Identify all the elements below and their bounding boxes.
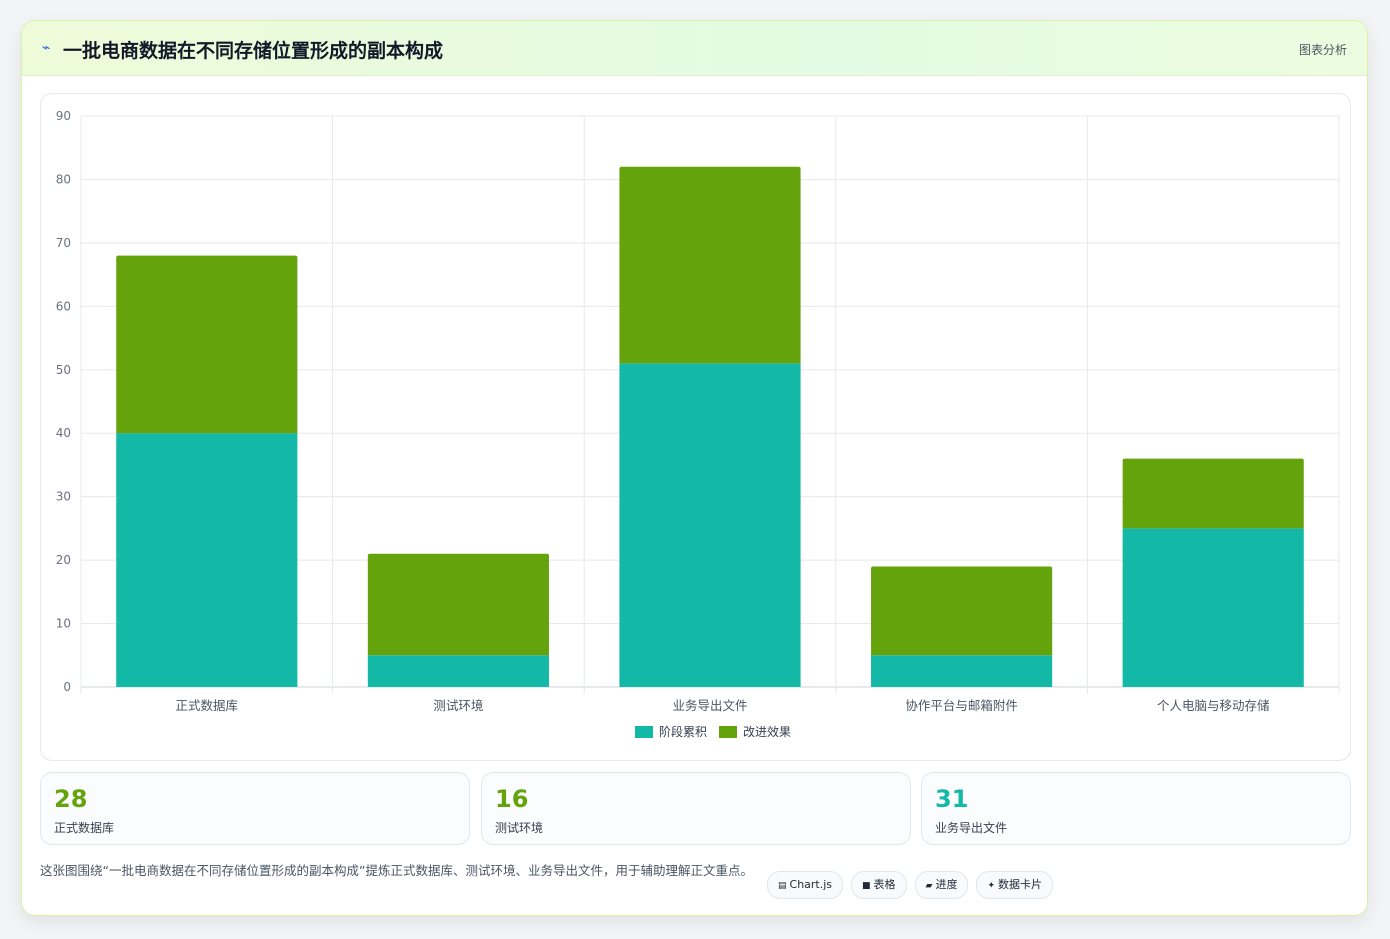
bar-segment — [367, 553, 549, 656]
y-tick-label: 50 — [56, 363, 71, 377]
chart-icon: ▤ — [778, 881, 787, 891]
y-tick-label: 30 — [56, 490, 71, 504]
stat-value: 16 — [495, 785, 529, 813]
chip-progress[interactable]: ▰ 进度 — [914, 871, 969, 899]
bar-segment — [871, 655, 1053, 687]
x-tick-label: 个人电脑与移动存储 — [1157, 698, 1270, 713]
x-tick-label: 协作平台与邮箱附件 — [905, 698, 1018, 713]
x-tick-label: 业务导出文件 — [672, 698, 747, 713]
chip-table[interactable]: ■ 表格 — [851, 871, 907, 899]
y-tick-label: 10 — [56, 617, 71, 631]
stat-card: 31 业务导出文件 — [921, 772, 1351, 845]
bar-segment — [619, 166, 801, 364]
card-icon: ✦ — [987, 881, 996, 891]
y-tick-label: 90 — [56, 109, 71, 123]
chip-label: Chart.js — [789, 878, 833, 891]
header-tag: 图表分析 — [1298, 43, 1347, 57]
chip-label: 表格 — [873, 878, 896, 891]
chip-chartjs[interactable]: ▤ Chart.js — [767, 871, 844, 899]
chart-panel: 0 10 20 30 40 50 60 70 80 90 正式数据库 测试环境 业务导出文件 协作平台与邮… — [40, 93, 1351, 761]
x-tick-label: 测试环境 — [433, 698, 483, 713]
chip-row: ▤ Chart.js ■ 表格 ▰ 进度 ✦ 数据卡片 — [767, 871, 1054, 899]
bar-segment — [619, 363, 801, 687]
stat-label: 测试环境 — [495, 821, 544, 835]
table-icon: ■ — [862, 881, 871, 891]
stat-label: 业务导出文件 — [935, 821, 1008, 835]
bar-segment — [1122, 528, 1304, 687]
y-tick-label: 0 — [63, 680, 71, 694]
progress-icon: ▰ — [925, 881, 933, 891]
y-tick-label: 80 — [56, 172, 71, 186]
footer-description: 这张图围绕“一批电商数据在不同存储位置形成的副本构成”提炼正式数据库、测试环境、… — [40, 863, 753, 878]
bar-segment — [116, 433, 298, 687]
legend-swatch — [635, 726, 653, 738]
page-title: 一批电商数据在不同存储位置形成的副本构成 — [63, 40, 444, 62]
bar-segment — [116, 255, 298, 434]
stat-card: 28 正式数据库 — [40, 772, 470, 845]
stat-value: 28 — [54, 785, 88, 813]
chip-label: 进度 — [935, 878, 958, 891]
legend-swatch — [719, 726, 737, 738]
stat-label: 正式数据库 — [54, 821, 115, 835]
bar-segment — [871, 566, 1053, 656]
bar-segment — [1122, 458, 1304, 529]
bolt-icon: ⌁ — [42, 40, 51, 56]
y-tick-label: 60 — [56, 299, 71, 313]
chip-label: 数据卡片 — [998, 878, 1043, 891]
x-tick-label: 正式数据库 — [176, 698, 239, 713]
stacked-bar-chart: 0 10 20 30 40 50 60 70 80 90 正式数据库 测试环境 业务导出文件 协作平台与邮… — [56, 109, 1340, 739]
chip-data-card[interactable]: ✦ 数据卡片 — [976, 871, 1054, 899]
legend-label: 改进效果 — [743, 724, 791, 739]
chart-card: ⌁ 一批电商数据在不同存储位置形成的副本构成 图表分析 0 10 20 30 40 50 6… — [21, 20, 1368, 916]
y-tick-label: 70 — [56, 236, 71, 250]
y-tick-label: 20 — [56, 553, 71, 567]
stat-card: 16 测试环境 — [481, 772, 911, 845]
legend-label: 阶段累积 — [659, 724, 707, 739]
y-tick-label: 40 — [56, 426, 71, 440]
card-header: ⌁ 一批电商数据在不同存储位置形成的副本构成 图表分析 — [22, 21, 1367, 76]
bar-segment — [367, 655, 549, 687]
stat-value: 31 — [935, 785, 969, 813]
